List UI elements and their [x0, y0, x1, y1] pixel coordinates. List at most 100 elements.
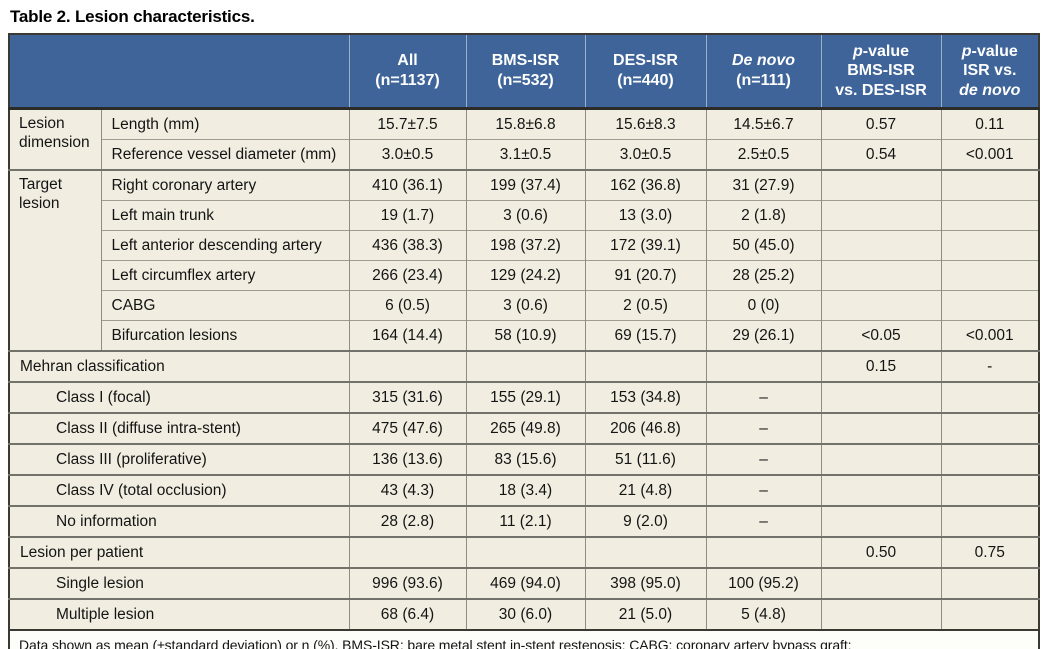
cell-de-novo: [705, 350, 821, 382]
cell-p-bms-des: 0.50: [820, 536, 941, 568]
cell-p-isr-denovo: [940, 567, 1039, 599]
cell-group-target-lesion: Target lesion: [9, 169, 101, 351]
cell-des-isr: 51 (11.6): [584, 443, 706, 475]
cell-des-isr: 15.6±8.3: [584, 108, 706, 140]
cell-p-bms-des: 0.15: [820, 350, 941, 382]
cell-p-isr-denovo: [940, 290, 1039, 321]
cell-label: No information: [9, 505, 349, 537]
header-col-bms-n: (n=532): [497, 72, 554, 89]
cell-bms-isr: 265 (49.8): [465, 412, 585, 444]
header-col-denovo-name: De novo: [731, 52, 796, 70]
cell-des-isr: 2 (0.5): [584, 290, 706, 321]
cell-des-isr: [584, 536, 706, 568]
table-row: Left circumflex artery 266 (23.4) 129 (2…: [9, 260, 1039, 291]
cell-p-isr-denovo: 0.11: [940, 108, 1039, 140]
table-title: Table 2. Lesion characteristics.: [10, 7, 255, 26]
cell-bms-isr: 11 (2.1): [465, 505, 585, 537]
cell-p-isr-denovo: [940, 474, 1039, 506]
cell-de-novo: –: [705, 443, 821, 475]
table-row: Left main trunk 19 (1.7) 3 (0.6) 13 (3.0…: [9, 200, 1039, 231]
cell-label: Class I (focal): [9, 381, 349, 413]
cell-label: Left circumflex artery: [100, 260, 349, 291]
header-col-des-isr: DES-ISR (n=440): [584, 34, 706, 110]
cell-p-bms-des: [820, 443, 941, 475]
cell-p-bms-des: 0.54: [820, 139, 941, 170]
cell-des-isr: 172 (39.1): [584, 230, 706, 261]
cell-des-isr: 91 (20.7): [584, 260, 706, 291]
table-row: Left anterior descending artery 436 (38.…: [9, 230, 1039, 261]
cell-p-isr-denovo: [940, 381, 1039, 413]
cell-label: Reference vessel diameter (mm): [100, 139, 349, 170]
cell-p-bms-des: 0.57: [820, 108, 941, 140]
table-row: CABG 6 (0.5) 3 (0.6) 2 (0.5) 0 (0): [9, 290, 1039, 321]
cell-bms-isr: 3 (0.6): [465, 200, 585, 231]
table-row: Mehran classification 0.15 -: [9, 350, 1039, 382]
cell-de-novo: –: [705, 474, 821, 506]
header-col-all: All (n=1137): [348, 34, 466, 110]
cell-label: Multiple lesion: [9, 598, 349, 630]
table-row: Class I (focal) 315 (31.6) 155 (29.1) 15…: [9, 381, 1039, 413]
cell-label: CABG: [100, 290, 349, 321]
cell-p-bms-des: [820, 567, 941, 599]
header-col-bms-isr: BMS-ISR (n=532): [465, 34, 585, 110]
cell-label: Bifurcation lesions: [100, 320, 349, 351]
cell-p-isr-denovo: [940, 200, 1039, 231]
cell-bms-isr: 129 (24.2): [465, 260, 585, 291]
cell-p-isr-denovo: <0.001: [940, 320, 1039, 351]
cell-p-bms-des: [820, 381, 941, 413]
pvalue-bms-des-line1: p-value: [852, 42, 910, 60]
header-col-all-n: (n=1137): [375, 72, 440, 89]
table-row: Lesion dimension Length (mm) 15.7±7.5 15…: [9, 108, 1039, 170]
table-footnote: Data shown as mean (±standard deviation)…: [9, 629, 1039, 649]
cell-all: 164 (14.4): [348, 320, 466, 351]
cell-p-bms-des: <0.05: [820, 320, 941, 351]
pvalue-isr-denovo-line3: de novo: [959, 81, 1021, 99]
cell-p-isr-denovo: [940, 230, 1039, 261]
footnote-line-1: Data shown as mean (±standard deviation)…: [19, 637, 852, 649]
cell-p-bms-des: [820, 474, 941, 506]
cell-des-isr: 206 (46.8): [584, 412, 706, 444]
cell-bms-isr: 58 (10.9): [465, 320, 585, 351]
cell-all: 68 (6.4): [348, 598, 466, 630]
cell-de-novo: –: [705, 412, 821, 444]
cell-group-lesion-dimension: Lesion dimension: [9, 108, 101, 170]
cell-bms-isr: 18 (3.4): [465, 474, 585, 506]
cell-label: Left main trunk: [100, 200, 349, 231]
cell-des-isr: 69 (15.7): [584, 320, 706, 351]
cell-label: Lesion per patient: [9, 536, 349, 568]
cell-label: Left anterior descending artery: [100, 230, 349, 261]
footnote-row: Data shown as mean (±standard deviation)…: [9, 629, 1039, 649]
cell-de-novo: –: [705, 381, 821, 413]
table-row: Single lesion 996 (93.6) 469 (94.0) 398 …: [9, 567, 1039, 599]
cell-des-isr: 21 (5.0): [584, 598, 706, 630]
cell-p-isr-denovo: [940, 505, 1039, 537]
cell-bms-isr: 199 (37.4): [465, 169, 585, 201]
cell-all: 43 (4.3): [348, 474, 466, 506]
cell-p-isr-denovo: [940, 598, 1039, 630]
cell-bms-isr: 15.8±6.8: [465, 108, 585, 140]
cell-p-bms-des: [820, 200, 941, 231]
table-row: Class IV (total occlusion) 43 (4.3) 18 (…: [9, 474, 1039, 506]
cell-de-novo: 28 (25.2): [705, 260, 821, 291]
cell-bms-isr: [465, 536, 585, 568]
header-empty-cell: [9, 34, 349, 110]
cell-de-novo: 50 (45.0): [705, 230, 821, 261]
cell-des-isr: 21 (4.8): [584, 474, 706, 506]
cell-all: 436 (38.3): [348, 230, 466, 261]
cell-all: 28 (2.8): [348, 505, 466, 537]
cell-label: Class II (diffuse intra-stent): [9, 412, 349, 444]
cell-all: 3.0±0.5: [348, 139, 466, 170]
cell-all: 996 (93.6): [348, 567, 466, 599]
cell-all: 136 (13.6): [348, 443, 466, 475]
cell-des-isr: [584, 350, 706, 382]
cell-p-isr-denovo: -: [940, 350, 1039, 382]
cell-de-novo: 31 (27.9): [705, 169, 821, 201]
cell-des-isr: 162 (36.8): [584, 169, 706, 201]
cell-label: Class IV (total occlusion): [9, 474, 349, 506]
table-row: Class III (proliferative) 136 (13.6) 83 …: [9, 443, 1039, 475]
table-row: Target lesion Right coronary artery 410 …: [9, 169, 1039, 351]
table-row: No information 28 (2.8) 11 (2.1) 9 (2.0)…: [9, 505, 1039, 537]
cell-de-novo: 100 (95.2): [705, 567, 821, 599]
table-row: Bifurcation lesions 164 (14.4) 58 (10.9)…: [9, 320, 1039, 351]
